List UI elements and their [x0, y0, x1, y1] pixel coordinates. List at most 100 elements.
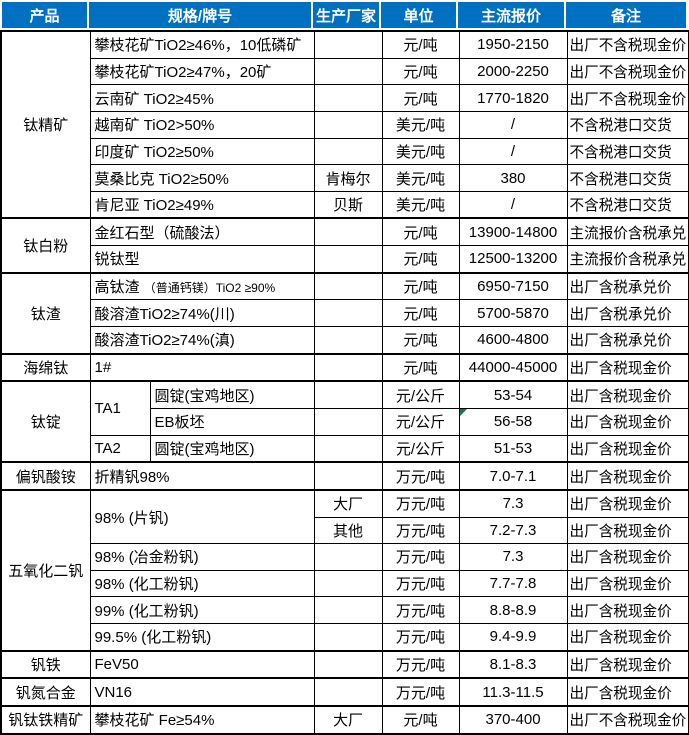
- cell-spec: 酸溶渣TiO2≥74%(滇): [89, 326, 315, 355]
- cell-price: 7.3: [458, 488, 568, 518]
- cell-maker: [313, 407, 383, 436]
- table-row: 莫桑比克 TiO2≥50% 肯梅尔 美元/吨 380 不含税港口交货: [1, 164, 689, 192]
- cell-maker: [313, 543, 383, 571]
- header-price: 主流报价: [458, 0, 566, 30]
- cell-price: 2000-2250: [458, 57, 568, 86]
- cell-price: 9.4-9.9: [458, 623, 568, 652]
- cell-maker: 肯梅尔: [313, 164, 383, 192]
- cell-price: 6950-7150: [458, 271, 568, 301]
- cell-price: 13900-14800: [458, 217, 568, 247]
- table-row: 钒铁 FeV50 万元/吨 8.1-8.3 出厂含税现金价: [0, 649, 689, 679]
- cell-note: 出厂含税现金价: [566, 543, 689, 571]
- table-row: 99% (化工粉钒) 万元/吨 8.8-8.9 出厂含税现金价: [1, 596, 689, 625]
- cell-spec: 攀枝花矿 Fe≥54%: [89, 705, 315, 735]
- cell-grade: TA2: [89, 434, 151, 463]
- cell-spec: 攀枝花矿TiO2≥47%，20矿: [89, 57, 315, 86]
- cell-maker: [313, 596, 383, 625]
- cell-note: 出厂不含税现金价: [566, 57, 689, 86]
- cell-unit: 元/公斤: [381, 434, 460, 463]
- table-row: TA2 圆锭(宝鸡地区) 元/公斤 51-53 出厂含税现金价: [1, 434, 689, 463]
- cell-unit: 元/吨: [381, 217, 460, 247]
- cell-note: 出厂含税现金价: [566, 434, 689, 463]
- cell-price-flagged: 56-58: [458, 407, 568, 436]
- table-row: 98% (化工粉钒) 万元/吨 7.7-7.8 出厂含税现金价: [1, 569, 689, 598]
- cell-spec: 肯尼亚 TiO2≥49%: [89, 190, 315, 219]
- cell-unit: 美元/吨: [381, 190, 460, 219]
- cell-grade: TA1: [89, 380, 151, 436]
- cell-product: 五氧化二钒: [0, 488, 91, 652]
- cell-note: 出厂含税现金价: [566, 677, 689, 707]
- cell-price: 11.3-11.5: [458, 677, 568, 707]
- cell-note: 出厂含税承兑价: [566, 299, 689, 328]
- cell-maker: [313, 29, 383, 59]
- cell-price: 7.0-7.1: [458, 461, 568, 491]
- cell-price: 4600-4800: [458, 326, 568, 355]
- cell-price: 1770-1820: [458, 84, 568, 112]
- cell-spec: 圆锭(宝鸡地区): [149, 380, 315, 409]
- cell-maker: [313, 299, 383, 328]
- cell-spec: VN16: [89, 677, 315, 707]
- cell-maker: [313, 623, 383, 652]
- cell-unit: 万元/吨: [381, 543, 460, 571]
- cell-spec: 98% (片钒): [89, 488, 315, 545]
- cell-note: 出厂不含税现金价: [566, 84, 689, 112]
- header-note: 备注: [566, 0, 688, 30]
- cell-price: /: [458, 190, 568, 219]
- cell-unit: 元/吨: [381, 271, 460, 301]
- cell-note: 出厂含税承兑价: [566, 271, 689, 301]
- header-product: 产品: [0, 0, 89, 30]
- cell-note: 不含税港口交货: [566, 110, 689, 139]
- cell-note: 出厂含税现金价: [566, 516, 689, 545]
- cell-spec: 折精钒98%: [89, 461, 315, 491]
- table-row: 其他 万元/吨 7.2-7.3 出厂含税现金价: [1, 516, 689, 545]
- cell-note: 不含税港口交货: [566, 137, 689, 166]
- cell-unit: 元/吨: [381, 245, 460, 274]
- cell-price: 7.3: [458, 543, 568, 571]
- cell-spec: 印度矿 TiO2≥50%: [89, 137, 315, 166]
- cell-note: 出厂含税承兑价: [566, 326, 689, 355]
- cell-product: 钛精矿: [0, 29, 91, 219]
- cell-price: 44000-45000: [458, 352, 568, 382]
- table-row: 云南矿 TiO2≥45% 元/吨 1770-1820 出厂不含税现金价: [1, 84, 689, 112]
- cell-maker: [313, 352, 383, 382]
- cell-product: 钒铁: [0, 649, 91, 679]
- table-row: 酸溶渣TiO2≥74%(川) 元/吨 5700-5870 出厂含税承兑价: [1, 299, 689, 328]
- table-row: 酸溶渣TiO2≥74%(滇) 元/吨 4600-4800 出厂含税承兑价: [1, 326, 689, 355]
- cell-unit: 万元/吨: [381, 677, 460, 707]
- cell-maker: [313, 434, 383, 463]
- cell-note: 不含税港口交货: [566, 190, 689, 219]
- spec-main: 高钛渣: [94, 279, 140, 297]
- cell-note: 主流报价含税承兑: [566, 245, 689, 274]
- cell-maker: [313, 84, 383, 112]
- cell-maker: [313, 271, 383, 301]
- table-row: 海绵钛 1# 元/吨 44000-45000 出厂含税现金价: [0, 352, 689, 382]
- cell-price: 8.8-8.9: [458, 596, 568, 625]
- cell-maker: [313, 461, 383, 491]
- table-row: 印度矿 TiO2≥50% 美元/吨 / 不含税港口交货: [1, 137, 689, 166]
- cell-unit: 万元/吨: [381, 569, 460, 598]
- cell-spec: 99.5% (化工粉钒): [89, 623, 315, 652]
- cell-spec: 越南矿 TiO2>50%: [89, 110, 315, 139]
- cell-unit: 元/吨: [381, 326, 460, 355]
- cell-price: 7.2-7.3: [458, 516, 568, 545]
- cell-maker: [313, 380, 383, 409]
- cell-price: /: [458, 110, 568, 139]
- cell-product: 钒钛铁精矿: [0, 705, 91, 735]
- cell-spec: 高钛渣 （普通钙镁）TiO2 ≥90%: [89, 271, 315, 301]
- cell-product: 偏钒酸铵: [0, 461, 91, 491]
- table-row: 钛白粉 金红石型（硫酸法） 元/吨 13900-14800 主流报价含税承兑: [0, 217, 689, 274]
- cell-price: 380: [458, 164, 568, 192]
- cell-price: 7.7-7.8: [458, 569, 568, 598]
- cell-note: 出厂含税现金价: [566, 461, 689, 491]
- cell-unit: 万元/吨: [381, 649, 460, 679]
- cell-note: 出厂含税现金价: [566, 407, 689, 436]
- price-table-body: 钛精矿 攀枝花矿TiO2≥46%，10低磷矿 元/吨 1950-2150 出厂不…: [0, 29, 689, 735]
- cell-note: 出厂含税现金价: [566, 352, 689, 382]
- cell-note: 出厂含税现金价: [566, 488, 689, 518]
- cell-maker: [313, 110, 383, 139]
- cell-product: 钒氮合金: [0, 677, 91, 707]
- cell-note: 出厂含税现金价: [566, 649, 689, 679]
- cell-unit: 美元/吨: [381, 164, 460, 192]
- cell-spec: 98% (冶金粉钒): [89, 543, 315, 571]
- cell-maker: [313, 57, 383, 86]
